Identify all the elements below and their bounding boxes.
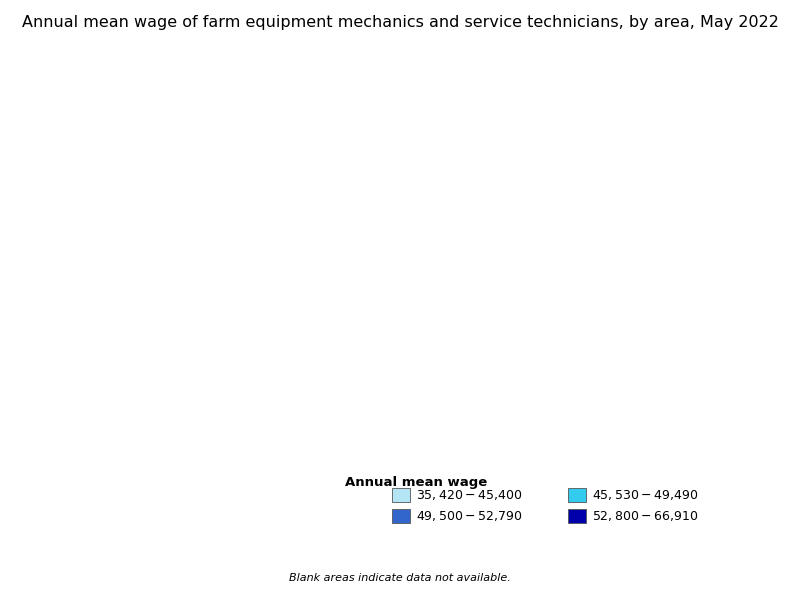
Text: Blank areas indicate data not available.: Blank areas indicate data not available.	[289, 573, 511, 583]
Text: Annual mean wage: Annual mean wage	[345, 476, 487, 489]
Text: $35,420 - $45,400: $35,420 - $45,400	[416, 488, 522, 502]
Text: $45,530 - $49,490: $45,530 - $49,490	[592, 488, 698, 502]
Text: $52,800 - $66,910: $52,800 - $66,910	[592, 509, 698, 523]
Text: $49,500 - $52,790: $49,500 - $52,790	[416, 509, 522, 523]
Text: Annual mean wage of farm equipment mechanics and service technicians, by area, M: Annual mean wage of farm equipment mecha…	[22, 15, 778, 30]
